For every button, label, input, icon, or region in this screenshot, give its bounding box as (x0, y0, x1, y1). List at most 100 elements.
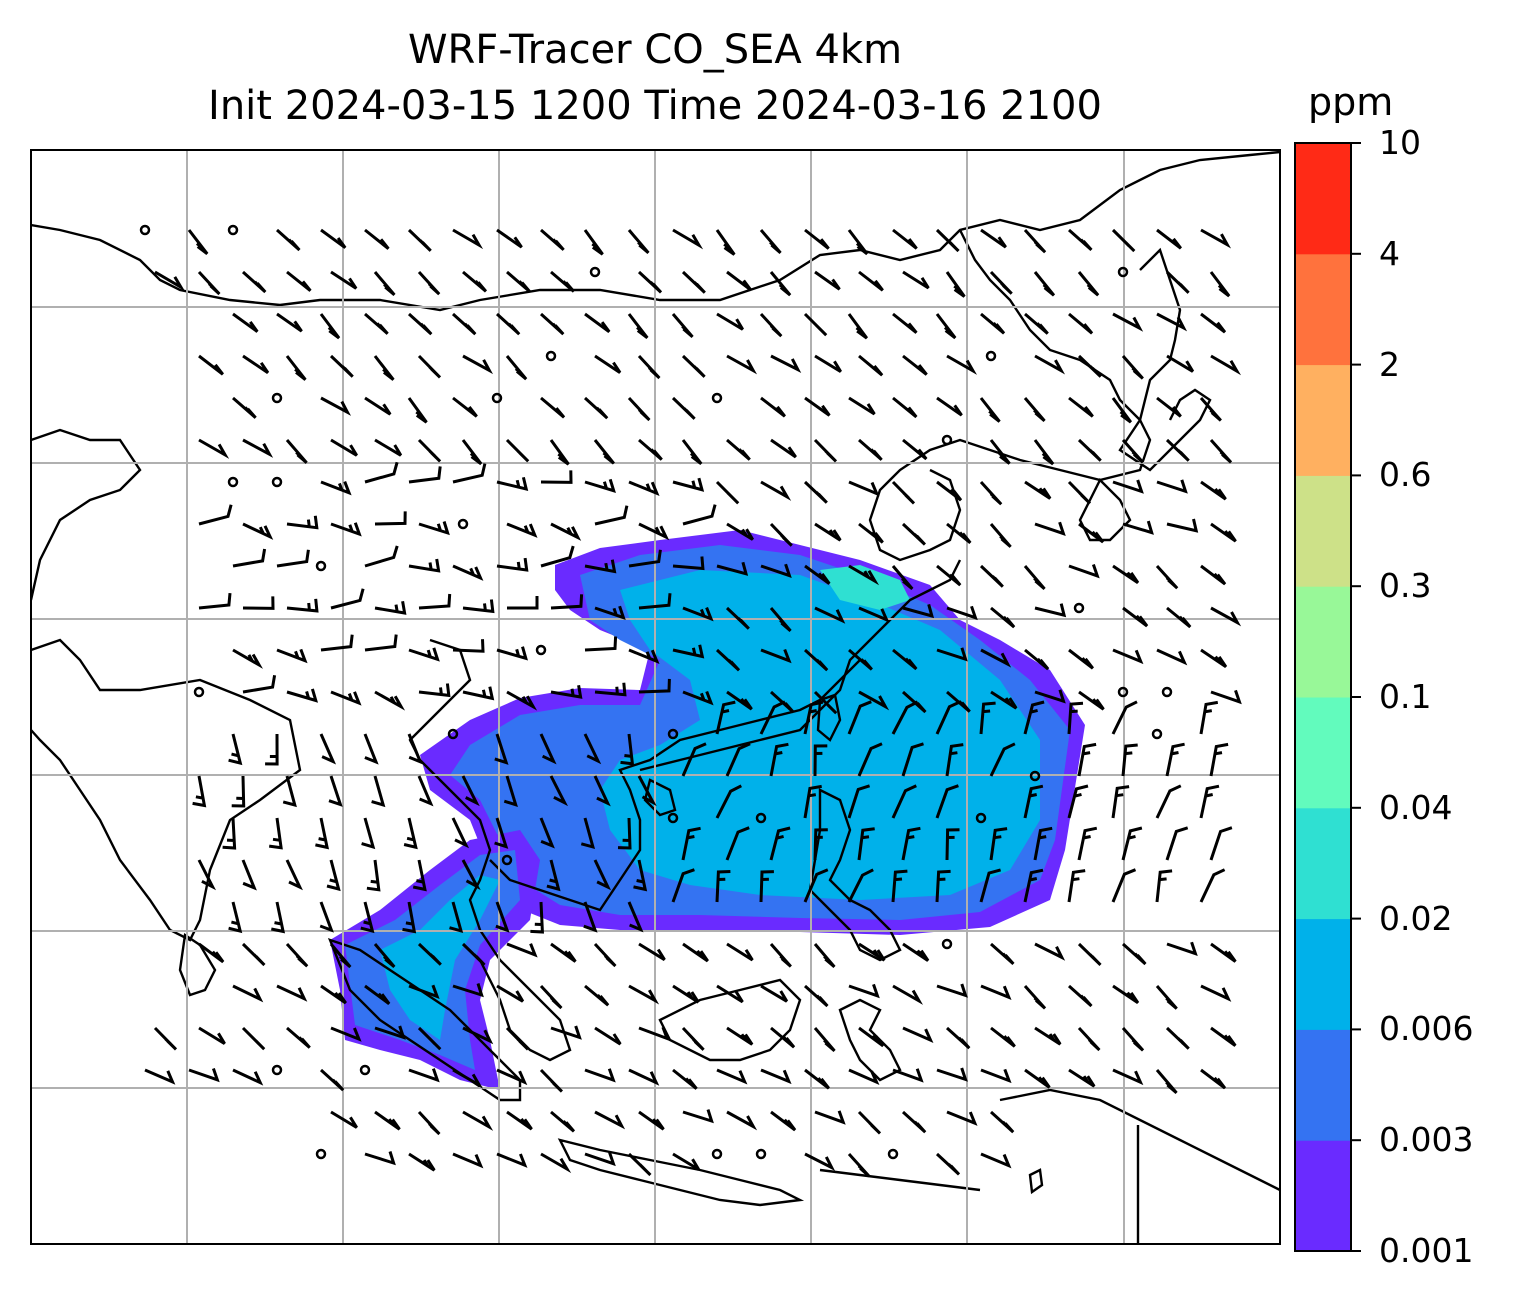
wind-barb (1068, 984, 1093, 1008)
wind-barb (505, 355, 528, 381)
wind-barb (402, 901, 417, 934)
wind-barb (539, 817, 555, 849)
wind-barb (241, 942, 266, 967)
wind-barb (936, 480, 963, 502)
wind-barb (759, 700, 786, 735)
wind-barb (803, 784, 822, 819)
wind-barb (364, 461, 399, 484)
wind-barb (462, 1026, 494, 1045)
wind-barb (637, 270, 663, 294)
wind-barb (901, 742, 924, 777)
wind-barb (1077, 942, 1102, 966)
calm-wind-marker (447, 728, 459, 740)
wind-barb (584, 478, 616, 493)
wind-barb (232, 1068, 264, 1086)
wind-barb (1068, 648, 1094, 670)
wind-barb (452, 1068, 484, 1089)
wind-barb (231, 775, 246, 808)
colorbar-segment (1295, 697, 1351, 809)
wind-barb (232, 396, 257, 419)
wind-barb (1210, 1026, 1237, 1047)
wind-barb (989, 439, 1011, 465)
wind-barb (902, 270, 930, 290)
wind-barb (496, 1068, 528, 1086)
wind-barb (1034, 521, 1066, 536)
wind-barb (1067, 480, 1092, 505)
wind-barb (936, 396, 963, 417)
wind-barb (715, 784, 742, 819)
wind-barb (320, 480, 352, 496)
wind-barb (462, 686, 495, 701)
wind-barb (330, 1026, 362, 1042)
calm-wind-marker (1073, 602, 1085, 614)
wind-barb (417, 775, 434, 807)
wind-barb (326, 859, 341, 892)
wind-barb (269, 817, 283, 850)
wind-barb (363, 733, 379, 765)
wind-barb (507, 596, 539, 610)
wind-barb (328, 775, 343, 807)
wind-barb (197, 270, 221, 296)
wind-barb (580, 817, 596, 850)
calm-wind-marker (941, 938, 953, 950)
wind-barb (361, 817, 376, 850)
wind-barb (1033, 439, 1055, 466)
colorbar-segment (1295, 143, 1351, 255)
wind-barb (989, 523, 1012, 548)
wind-barb (418, 521, 450, 536)
wind-barb (1112, 312, 1144, 332)
wind-barb (286, 688, 319, 703)
calm-wind-marker (667, 728, 679, 740)
wind-barb (814, 1110, 846, 1125)
wind-barb (671, 868, 695, 903)
wind-barb (285, 942, 309, 968)
wind-barb (726, 354, 758, 375)
wind-barb (1034, 603, 1067, 618)
wind-barb (1166, 941, 1198, 956)
wind-barb (770, 1026, 796, 1049)
wind-barb (271, 901, 286, 934)
wind-barb (682, 690, 714, 706)
wind-barb (1023, 700, 1045, 735)
wind-barb (1121, 826, 1143, 861)
wind-barb (584, 984, 610, 1007)
wind-barb (407, 397, 428, 424)
colorbar-segment (1295, 1140, 1351, 1252)
wind-barb (769, 271, 792, 297)
wind-barb (462, 1110, 494, 1131)
wind-barb (1210, 354, 1242, 376)
wind-barb (1111, 785, 1130, 819)
wind-barb (672, 228, 704, 250)
wind-barb (540, 545, 575, 568)
wind-barb (1023, 397, 1046, 422)
wind-barb (628, 480, 660, 497)
wind-barb (417, 354, 442, 379)
wind-barb (672, 1152, 700, 1171)
wind-barb (594, 354, 622, 374)
calm-wind-marker (1117, 686, 1129, 698)
wind-barb (1166, 606, 1192, 629)
colorbar-segment (1295, 586, 1351, 698)
wind-barb (901, 1110, 927, 1134)
wind-barb (1077, 826, 1098, 861)
wind-barb (1078, 522, 1105, 544)
wind-barb (407, 312, 433, 336)
wind-barb (232, 984, 264, 1003)
wind-barb (1067, 701, 1084, 735)
wind-barb (980, 1068, 1012, 1084)
wind-barb (540, 470, 573, 484)
wind-barb (847, 784, 871, 819)
wind-barb (228, 901, 243, 934)
calm-wind-marker (193, 686, 205, 698)
wind-barb (408, 1068, 440, 1083)
wind-barb (550, 594, 584, 610)
wind-barb (549, 775, 569, 807)
wind-barb (418, 593, 452, 610)
wind-barb (935, 869, 951, 903)
wind-barb (198, 942, 225, 964)
calm-wind-marker (887, 1148, 899, 1160)
calm-wind-marker (1117, 266, 1129, 278)
wind-barb (461, 439, 483, 466)
wind-barb (188, 1068, 220, 1083)
wind-barb (935, 784, 959, 819)
